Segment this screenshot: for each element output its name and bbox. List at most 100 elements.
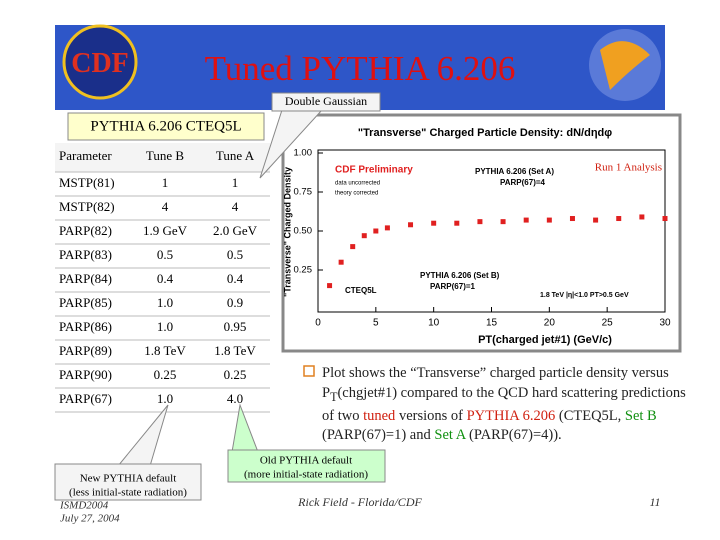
data-point [662,216,668,222]
callout-text: (more initial-state radiation) [244,469,368,481]
callout-text: Double Gaussian [285,94,367,108]
callout-pointer [116,404,169,467]
x-axis-label: PT(charged jet#1) (GeV/c) [478,334,612,346]
logo-shape [600,41,650,90]
row-label: PARP(84) [59,271,112,286]
cell: 1.0 [157,391,173,406]
cell: 0.25 [224,367,247,382]
row-label: PARP(85) [59,295,112,310]
bullet-segment: versions of [395,407,467,424]
cell: 0.4 [227,271,244,286]
data-point [454,220,460,226]
annotation: CTEQ5L [345,286,377,295]
bullet-text: Plot shows the “Transverse” charged part… [322,364,694,446]
footer-page: 11 [649,495,660,509]
logo-text: CDF [71,48,129,79]
row-label: PARP(90) [59,367,112,382]
cell: 4.0 [227,391,243,406]
callout-text: PYTHIA 6.206 CTEQ5L [90,118,241,134]
column-header: Tune A [216,148,255,163]
data-point [593,217,599,223]
x-tick-label: 30 [659,318,671,329]
bullet-segment: PYTHIA 6.206 [466,407,556,424]
column-header: Parameter [59,148,112,163]
data-point [500,219,506,225]
cell: 1 [232,175,239,190]
bullet-segment: (CTEQ5L, [555,407,625,424]
x-tick-label: 10 [428,318,440,329]
table-header-bg [55,143,270,172]
data-point [350,244,356,250]
cell: 1.8 TeV [144,343,186,358]
annotation: PARP(67)=4 [500,178,546,187]
column-header: Tune B [146,148,185,163]
x-tick-label: 20 [544,318,556,329]
annotation: Run 1 Analysis [595,162,662,174]
data-point [338,259,344,265]
cell: 2.0 GeV [213,223,258,238]
bullet-icon [303,365,315,377]
row-label: PARP(89) [59,343,112,358]
table-bg [55,143,270,413]
cell: 1 [162,175,169,190]
cell: 4 [232,199,239,214]
x-tick-label: 5 [373,318,379,329]
row-label: MSTP(81) [59,175,115,190]
bullet-segment: tuned [363,407,396,424]
callout-box [67,112,265,141]
y-axis-label: "Transverse" Charged Density [282,167,292,297]
cell: 0.95 [224,319,247,334]
data-point [477,219,483,225]
x-tick-label: 25 [602,318,614,329]
cell: 0.9 [227,295,243,310]
cell: 1.8 TeV [214,343,256,358]
bullet-segment: Set A [434,427,466,444]
bullet-segment: Plot shows the “Transverse” charged part… [322,365,669,401]
cell: 1.0 [157,319,173,334]
callout-box [227,449,386,483]
data-point [546,217,552,223]
cell: 1.9 GeV [143,223,188,238]
row-label: PARP(86) [59,319,112,334]
data-point [361,233,367,239]
annotation: 1.8 TeV |η|<1.0 PT>0.5 GeV [540,292,629,299]
y-tick-label: 0.50 [294,226,313,237]
cell: 0.5 [227,247,243,262]
bullet-segment: (PARP(67)=1) and [322,427,435,444]
annotation: data uncorrected [335,181,380,187]
annotation: theory corrected [335,191,378,197]
x-tick-label: 0 [315,318,321,329]
callout-box [54,463,202,501]
row-label: PARP(83) [59,247,112,262]
data-point [523,217,529,223]
cell: 4 [162,199,169,214]
cdf-logo [62,24,138,100]
callout-text: Old PYTHIA default [260,455,352,467]
bullet-segment: (PARP(67)=4)). [465,427,562,444]
row-label: PARP(82) [59,223,112,238]
chart-title: "Transverse" Charged Particle Density: d… [358,127,612,139]
data-point [639,214,645,220]
footer-date: July 27, 2004 [60,513,120,525]
data-point [327,283,333,289]
row-label: MSTP(82) [59,199,115,214]
annotation: CDF Preliminary [335,165,413,176]
title: Tuned PYTHIA 6.206 [205,49,516,88]
annotation: PYTHIA 6.206 (Set A) [475,167,554,176]
data-point [569,216,575,222]
data-point [384,225,390,231]
y-tick-label: 0.25 [294,265,313,276]
cell: 1.0 [157,295,173,310]
data-point [373,228,379,234]
annotation: PARP(67)=1 [430,282,476,291]
callout-text: (less initial-state radiation) [69,487,187,499]
cell: 0.5 [157,247,173,262]
data-point [616,216,622,222]
callout-box [271,92,381,112]
bullet-segment: Set B [624,407,657,424]
y-tick-label: 1.00 [294,148,313,159]
footer-conference: ISMD2004 [59,500,109,512]
bullet-segment: T [330,389,338,404]
